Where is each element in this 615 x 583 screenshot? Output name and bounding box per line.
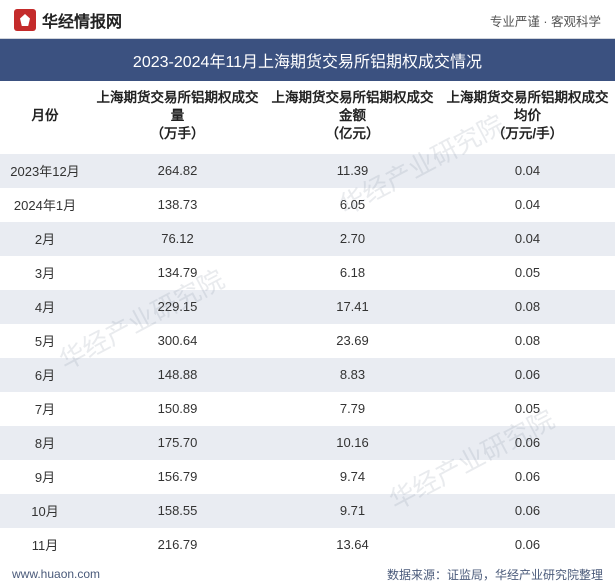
table-cell: 150.89 bbox=[90, 392, 265, 426]
table-cell: 5月 bbox=[0, 324, 90, 358]
table-cell: 0.04 bbox=[440, 188, 615, 222]
table-cell: 10.16 bbox=[265, 426, 440, 460]
logo-icon bbox=[14, 9, 36, 31]
tagline: 专业严谨 · 客观科学 bbox=[490, 11, 601, 30]
table-cell: 2.70 bbox=[265, 222, 440, 256]
table-cell: 300.64 bbox=[90, 324, 265, 358]
table-cell: 6.05 bbox=[265, 188, 440, 222]
table-cell: 158.55 bbox=[90, 494, 265, 528]
table-cell: 0.06 bbox=[440, 460, 615, 494]
footer-source: 数据来源：证监局，华经产业研究院整理 bbox=[387, 566, 603, 583]
col-header-amount: 上海期货交易所铝期权成交金额（亿元） bbox=[265, 81, 440, 154]
footer: www.huaon.com 数据来源：证监局，华经产业研究院整理 bbox=[0, 562, 615, 583]
table-row: 3月134.796.180.05 bbox=[0, 256, 615, 290]
table-cell: 10月 bbox=[0, 494, 90, 528]
table-row: 2月76.122.700.04 bbox=[0, 222, 615, 256]
col-header-volume: 上海期货交易所铝期权成交量（万手） bbox=[90, 81, 265, 154]
table-cell: 2月 bbox=[0, 222, 90, 256]
table-cell: 0.05 bbox=[440, 256, 615, 290]
logo-text: 华经情报网 bbox=[42, 8, 122, 32]
table-cell: 175.70 bbox=[90, 426, 265, 460]
table-cell: 156.79 bbox=[90, 460, 265, 494]
col-header-month: 月份 bbox=[0, 81, 90, 154]
table-cell: 0.04 bbox=[440, 154, 615, 188]
table-cell: 8.83 bbox=[265, 358, 440, 392]
table-cell: 9.71 bbox=[265, 494, 440, 528]
footer-url: www.huaon.com bbox=[12, 567, 100, 581]
table-cell: 134.79 bbox=[90, 256, 265, 290]
header: 华经情报网 专业严谨 · 客观科学 bbox=[0, 0, 615, 39]
table-row: 9月156.799.740.06 bbox=[0, 460, 615, 494]
table-cell: 229.15 bbox=[90, 290, 265, 324]
table-cell: 264.82 bbox=[90, 154, 265, 188]
table-cell: 0.05 bbox=[440, 392, 615, 426]
col-header-avgprice: 上海期货交易所铝期权成交均价（万元/手） bbox=[440, 81, 615, 154]
table-cell: 11月 bbox=[0, 528, 90, 562]
table-cell: 4月 bbox=[0, 290, 90, 324]
table-cell: 0.06 bbox=[440, 528, 615, 562]
table-row: 7月150.897.790.05 bbox=[0, 392, 615, 426]
table-row: 10月158.559.710.06 bbox=[0, 494, 615, 528]
table-body: 2023年12月264.8211.390.042024年1月138.736.05… bbox=[0, 154, 615, 562]
table-cell: 0.06 bbox=[440, 426, 615, 460]
data-table: 月份 上海期货交易所铝期权成交量（万手） 上海期货交易所铝期权成交金额（亿元） … bbox=[0, 81, 615, 562]
table-row: 11月216.7913.640.06 bbox=[0, 528, 615, 562]
table-container: 月份 上海期货交易所铝期权成交量（万手） 上海期货交易所铝期权成交金额（亿元） … bbox=[0, 81, 615, 562]
table-cell: 6月 bbox=[0, 358, 90, 392]
table-row: 4月229.1517.410.08 bbox=[0, 290, 615, 324]
table-cell: 148.88 bbox=[90, 358, 265, 392]
table-cell: 8月 bbox=[0, 426, 90, 460]
table-header-row: 月份 上海期货交易所铝期权成交量（万手） 上海期货交易所铝期权成交金额（亿元） … bbox=[0, 81, 615, 154]
table-cell: 3月 bbox=[0, 256, 90, 290]
table-cell: 0.08 bbox=[440, 290, 615, 324]
table-cell: 13.64 bbox=[265, 528, 440, 562]
table-cell: 6.18 bbox=[265, 256, 440, 290]
table-row: 6月148.888.830.06 bbox=[0, 358, 615, 392]
table-row: 2024年1月138.736.050.04 bbox=[0, 188, 615, 222]
table-cell: 9月 bbox=[0, 460, 90, 494]
page-title: 2023-2024年11月上海期货交易所铝期权成交情况 bbox=[0, 39, 615, 81]
table-row: 8月175.7010.160.06 bbox=[0, 426, 615, 460]
table-cell: 7月 bbox=[0, 392, 90, 426]
table-cell: 7.79 bbox=[265, 392, 440, 426]
table-cell: 2023年12月 bbox=[0, 154, 90, 188]
table-cell: 11.39 bbox=[265, 154, 440, 188]
table-row: 2023年12月264.8211.390.04 bbox=[0, 154, 615, 188]
table-cell: 0.04 bbox=[440, 222, 615, 256]
table-cell: 17.41 bbox=[265, 290, 440, 324]
table-cell: 0.06 bbox=[440, 358, 615, 392]
table-cell: 0.08 bbox=[440, 324, 615, 358]
logo-area: 华经情报网 bbox=[14, 8, 122, 32]
table-cell: 23.69 bbox=[265, 324, 440, 358]
table-cell: 0.06 bbox=[440, 494, 615, 528]
table-cell: 9.74 bbox=[265, 460, 440, 494]
table-cell: 138.73 bbox=[90, 188, 265, 222]
table-cell: 216.79 bbox=[90, 528, 265, 562]
table-row: 5月300.6423.690.08 bbox=[0, 324, 615, 358]
table-cell: 76.12 bbox=[90, 222, 265, 256]
table-cell: 2024年1月 bbox=[0, 188, 90, 222]
